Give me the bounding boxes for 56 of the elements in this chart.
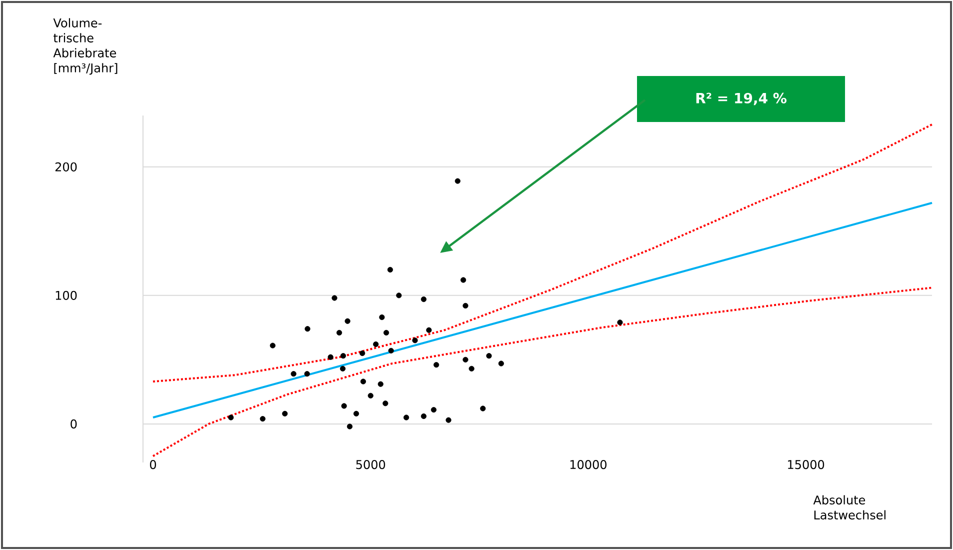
point xyxy=(368,392,374,398)
point xyxy=(388,348,394,354)
x-tick-label: 5000 xyxy=(356,460,386,470)
point xyxy=(468,366,474,372)
x-axis-title: Absolute Lastwechsel xyxy=(813,495,886,520)
point xyxy=(304,371,310,377)
point xyxy=(460,277,466,283)
point xyxy=(420,296,426,302)
point xyxy=(340,366,346,372)
point xyxy=(304,326,310,332)
point xyxy=(228,414,234,420)
point xyxy=(396,292,402,298)
point xyxy=(341,403,347,409)
point xyxy=(462,302,468,309)
point xyxy=(412,338,418,344)
line-series xyxy=(152,286,934,458)
y-tick-label: 200 xyxy=(55,162,77,172)
point xyxy=(486,353,492,359)
point xyxy=(373,341,379,348)
point xyxy=(462,356,468,362)
point xyxy=(340,353,346,359)
text: R² = 19,4 % xyxy=(696,92,786,106)
point xyxy=(430,407,437,413)
point xyxy=(360,350,366,356)
x-tick-label: 10000 xyxy=(570,460,606,470)
point xyxy=(383,330,390,336)
point xyxy=(328,354,334,360)
point xyxy=(480,406,486,412)
point xyxy=(260,416,266,422)
point xyxy=(353,410,360,416)
point xyxy=(346,424,353,430)
point xyxy=(617,320,623,326)
x-tick-label: 0 xyxy=(150,460,156,470)
text: Volume-trische Abriebrate [mm³/Jahr] xyxy=(53,18,118,75)
point xyxy=(290,371,296,377)
y-tick-label: 100 xyxy=(56,290,77,300)
point xyxy=(382,400,388,406)
point xyxy=(378,381,384,387)
point xyxy=(498,360,504,366)
point xyxy=(446,417,452,423)
line-series xyxy=(152,123,934,383)
point xyxy=(387,266,393,273)
point xyxy=(332,295,338,301)
point xyxy=(379,314,385,320)
point xyxy=(434,362,440,368)
point xyxy=(360,378,366,384)
point xyxy=(420,413,426,420)
point xyxy=(454,178,460,184)
point xyxy=(426,327,432,333)
x-tick-label: 15000 xyxy=(788,460,824,470)
point xyxy=(270,342,276,348)
y-tick-label: 0 xyxy=(70,419,77,428)
point xyxy=(282,410,288,416)
point xyxy=(403,414,410,420)
point xyxy=(336,330,342,336)
point xyxy=(344,318,350,324)
